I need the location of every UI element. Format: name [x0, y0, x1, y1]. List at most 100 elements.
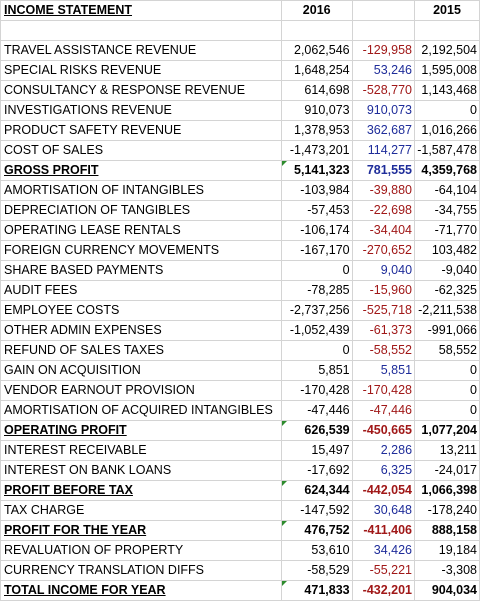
header-label-cell[interactable]: INCOME STATEMENT: [0, 0, 282, 21]
line-item-label-cell[interactable]: GROSS PROFIT: [0, 160, 282, 181]
variance-cell[interactable]: 781,555: [351, 160, 416, 181]
value-2016-cell[interactable]: 1,648,254: [280, 60, 353, 81]
value-2016-cell[interactable]: -78,285: [280, 280, 353, 301]
variance-cell[interactable]: 2,286: [351, 440, 416, 461]
value-2016-cell[interactable]: 15,497: [280, 440, 353, 461]
line-item-label-cell[interactable]: AUDIT FEES: [0, 280, 282, 301]
value-2015-cell[interactable]: 888,158: [414, 520, 480, 541]
value-2015-cell[interactable]: 1,066,398: [414, 480, 480, 501]
variance-cell[interactable]: 114,277: [351, 140, 416, 161]
value-2016-cell[interactable]: 0: [280, 340, 353, 361]
variance-cell[interactable]: -450,665: [351, 420, 416, 441]
value-2015-cell[interactable]: 103,482: [414, 240, 480, 261]
line-item-label-cell[interactable]: INTEREST RECEIVABLE: [0, 440, 282, 461]
value-2015-cell[interactable]: 1,595,008: [414, 60, 480, 81]
value-2016-cell[interactable]: 2,062,546: [280, 40, 353, 61]
line-item-label-cell[interactable]: CURRENCY TRANSLATION DIFFS: [0, 560, 282, 581]
line-item-label-cell[interactable]: REFUND OF SALES TAXES: [0, 340, 282, 361]
value-2015-cell[interactable]: -9,040: [414, 260, 480, 281]
header-2015-cell[interactable]: 2015: [414, 0, 480, 21]
value-2015-cell[interactable]: 1,143,468: [414, 80, 480, 101]
value-2016-cell[interactable]: 471,833: [280, 580, 353, 601]
value-2015-cell[interactable]: -1,587,478: [414, 140, 480, 161]
variance-cell[interactable]: -15,960: [351, 280, 416, 301]
value-2015-cell[interactable]: -991,066: [414, 320, 480, 341]
line-item-label-cell[interactable]: PRODUCT SAFETY REVENUE: [0, 120, 282, 141]
line-item-label-cell[interactable]: EMPLOYEE COSTS: [0, 300, 282, 321]
line-item-label-cell[interactable]: DEPRECIATION OF TANGIBLES: [0, 200, 282, 221]
value-2016-cell[interactable]: -47,446: [280, 400, 353, 421]
line-item-label-cell[interactable]: OPERATING LEASE RENTALS: [0, 220, 282, 241]
value-2016-cell[interactable]: -2,737,256: [280, 300, 353, 321]
value-2015-cell[interactable]: 904,034: [414, 580, 480, 601]
line-item-label-cell[interactable]: VENDOR EARNOUT PROVISION: [0, 380, 282, 401]
line-item-label-cell[interactable]: REVALUATION OF PROPERTY: [0, 540, 282, 561]
variance-cell[interactable]: -58,552: [351, 340, 416, 361]
variance-cell[interactable]: -525,718: [351, 300, 416, 321]
line-item-label-cell[interactable]: SPECIAL RISKS REVENUE: [0, 60, 282, 81]
value-2015-cell[interactable]: 58,552: [414, 340, 480, 361]
variance-cell[interactable]: -61,373: [351, 320, 416, 341]
value-2015-cell[interactable]: 2,192,504: [414, 40, 480, 61]
value-2016-cell[interactable]: 5,851: [280, 360, 353, 381]
variance-cell[interactable]: -129,958: [351, 40, 416, 61]
value-2015-cell[interactable]: -34,755: [414, 200, 480, 221]
value-2016-cell[interactable]: -167,170: [280, 240, 353, 261]
value-2015-cell[interactable]: -3,308: [414, 560, 480, 581]
variance-cell[interactable]: -47,446: [351, 400, 416, 421]
value-2015-cell[interactable]: 0: [414, 100, 480, 121]
value-2015-cell[interactable]: 19,184: [414, 540, 480, 561]
variance-cell[interactable]: -39,880: [351, 180, 416, 201]
value-2015-cell[interactable]: -24,017: [414, 460, 480, 481]
variance-cell[interactable]: -411,406: [351, 520, 416, 541]
value-2015-cell[interactable]: 1,077,204: [414, 420, 480, 441]
variance-cell[interactable]: -270,652: [351, 240, 416, 261]
value-2015-cell[interactable]: -71,770: [414, 220, 480, 241]
value-2016-cell[interactable]: -1,052,439: [280, 320, 353, 341]
variance-cell[interactable]: -170,428: [351, 380, 416, 401]
line-item-label-cell[interactable]: INVESTIGATIONS REVENUE: [0, 100, 282, 121]
line-item-label-cell[interactable]: TOTAL INCOME FOR YEAR: [0, 580, 282, 601]
line-item-label-cell[interactable]: INTEREST ON BANK LOANS: [0, 460, 282, 481]
line-item-label-cell[interactable]: CONSULTANCY & RESPONSE REVENUE: [0, 80, 282, 101]
value-2016-cell[interactable]: 53,610: [280, 540, 353, 561]
variance-cell[interactable]: -432,201: [351, 580, 416, 601]
value-2016-cell[interactable]: 0: [280, 260, 353, 281]
value-2016-cell[interactable]: -57,453: [280, 200, 353, 221]
line-item-label-cell[interactable]: PROFIT FOR THE YEAR: [0, 520, 282, 541]
value-2016-cell[interactable]: -147,592: [280, 500, 353, 521]
variance-cell[interactable]: 5,851: [351, 360, 416, 381]
value-2016-cell[interactable]: 614,698: [280, 80, 353, 101]
value-2016-cell[interactable]: 626,539: [280, 420, 353, 441]
line-item-label-cell[interactable]: TAX CHARGE: [0, 500, 282, 521]
value-2015-cell[interactable]: 0: [414, 400, 480, 421]
value-2016-cell[interactable]: [280, 20, 353, 41]
value-2015-cell[interactable]: -178,240: [414, 500, 480, 521]
variance-cell[interactable]: -528,770: [351, 80, 416, 101]
line-item-label-cell[interactable]: AMORTISATION OF INTANGIBLES: [0, 180, 282, 201]
value-2015-cell[interactable]: -62,325: [414, 280, 480, 301]
value-2016-cell[interactable]: -106,174: [280, 220, 353, 241]
variance-cell[interactable]: -55,221: [351, 560, 416, 581]
variance-cell[interactable]: -442,054: [351, 480, 416, 501]
line-item-label-cell[interactable]: PROFIT BEFORE TAX: [0, 480, 282, 501]
value-2016-cell[interactable]: 5,141,323: [280, 160, 353, 181]
variance-cell[interactable]: 9,040: [351, 260, 416, 281]
variance-cell[interactable]: 30,648: [351, 500, 416, 521]
variance-cell[interactable]: 910,073: [351, 100, 416, 121]
value-2016-cell[interactable]: 624,344: [280, 480, 353, 501]
header-2016-cell[interactable]: 2016: [280, 0, 353, 21]
line-item-label-cell[interactable]: GAIN ON ACQUISITION: [0, 360, 282, 381]
line-item-label-cell[interactable]: FOREIGN CURRENCY MOVEMENTS: [0, 240, 282, 261]
header-diff-cell[interactable]: [351, 0, 416, 21]
value-2015-cell[interactable]: 0: [414, 360, 480, 381]
variance-cell[interactable]: 34,426: [351, 540, 416, 561]
value-2016-cell[interactable]: -170,428: [280, 380, 353, 401]
line-item-label-cell[interactable]: [0, 20, 282, 41]
value-2015-cell[interactable]: 13,211: [414, 440, 480, 461]
line-item-label-cell[interactable]: OTHER ADMIN EXPENSES: [0, 320, 282, 341]
value-2016-cell[interactable]: -17,692: [280, 460, 353, 481]
value-2015-cell[interactable]: [414, 20, 480, 41]
line-item-label-cell[interactable]: COST OF SALES: [0, 140, 282, 161]
line-item-label-cell[interactable]: AMORTISATION OF ACQUIRED INTANGIBLES: [0, 400, 282, 421]
